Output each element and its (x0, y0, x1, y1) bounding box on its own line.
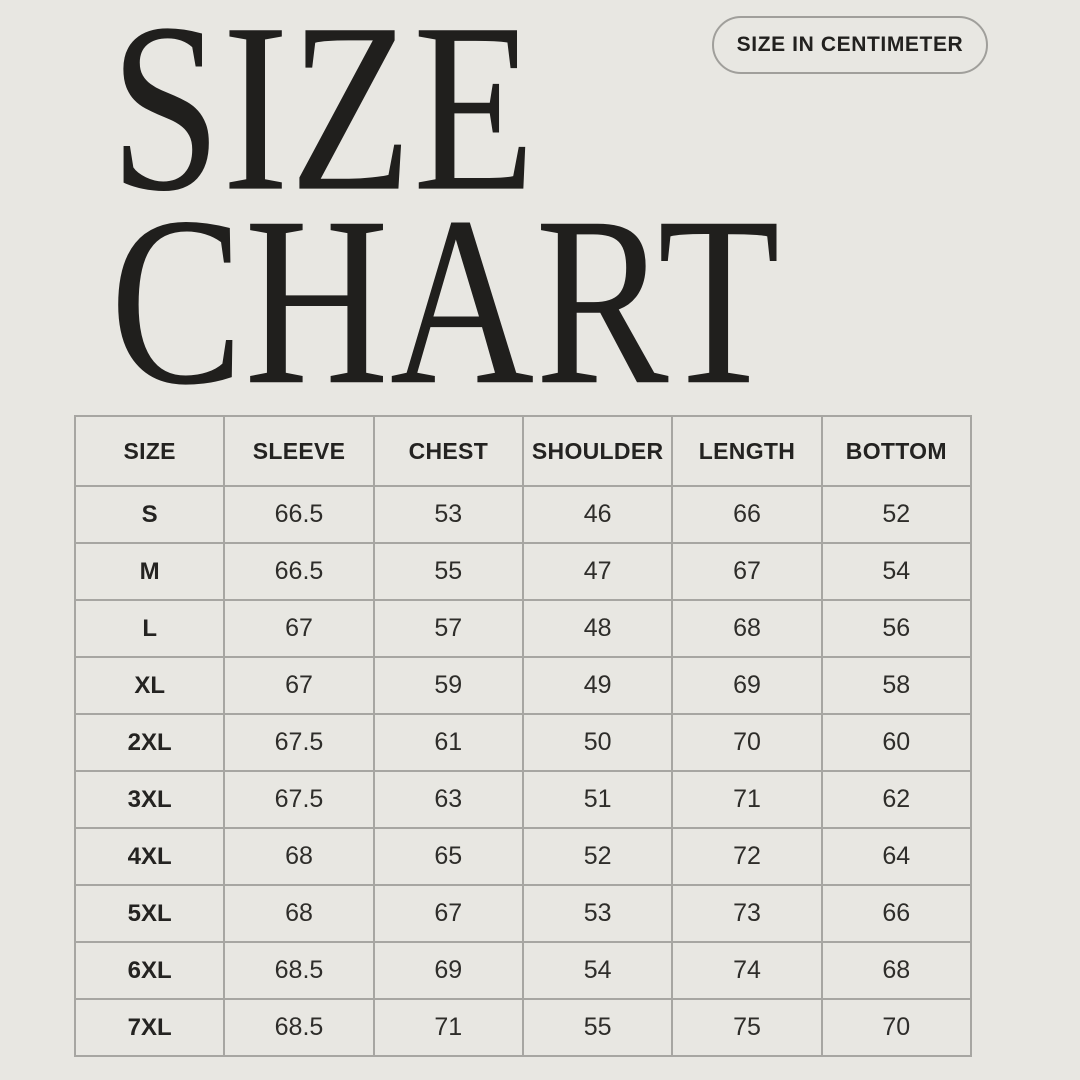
size-table: SIZE SLEEVE CHEST SHOULDER LENGTH BOTTOM… (73, 415, 973, 1057)
size-value-cell: 53 (521, 884, 674, 943)
size-value-cell: 68 (671, 599, 823, 658)
size-value-cell: 46 (521, 485, 674, 544)
size-value-cell: 66 (671, 485, 823, 544)
size-value-cell: 67.5 (223, 713, 375, 772)
size-value-cell: 67 (223, 599, 375, 658)
row-label: 4XL (73, 827, 226, 886)
row-label: 2XL (73, 713, 226, 772)
table-row-xl: XL 67 59 49 69 58 (73, 656, 973, 715)
size-value-cell: 67 (223, 656, 375, 715)
column-header-sleeve: SLEEVE (223, 415, 375, 487)
size-value-cell: 47 (521, 542, 674, 601)
size-value-cell: 69 (671, 656, 823, 715)
page-title-line-1: SIZE (110, 0, 537, 242)
size-value-cell: 59 (372, 656, 524, 715)
table-row-m: M 66.5 55 47 67 54 (73, 542, 973, 601)
size-value-cell: 73 (671, 884, 823, 943)
table-row-6xl: 6XL 68.5 69 54 74 68 (73, 941, 973, 1000)
size-value-cell: 58 (820, 656, 973, 715)
size-value-cell: 60 (820, 713, 973, 772)
unit-badge: SIZE IN CENTIMETER (712, 16, 988, 74)
size-value-cell: 54 (521, 941, 674, 1000)
size-value-cell: 68 (820, 941, 973, 1000)
row-label: M (73, 542, 226, 601)
row-label: S (73, 485, 226, 544)
size-value-cell: 61 (372, 713, 524, 772)
size-value-cell: 72 (671, 827, 823, 886)
size-value-cell: 69 (372, 941, 524, 1000)
size-value-cell: 56 (820, 599, 973, 658)
size-value-cell: 67 (372, 884, 524, 943)
size-value-cell: 66 (820, 884, 973, 943)
size-value-cell: 63 (372, 770, 524, 829)
size-value-cell: 48 (521, 599, 674, 658)
size-value-cell: 55 (372, 542, 524, 601)
size-value-cell: 52 (820, 485, 973, 544)
size-value-cell: 68 (223, 827, 375, 886)
size-value-cell: 51 (521, 770, 674, 829)
size-value-cell: 55 (521, 998, 674, 1057)
row-label: XL (73, 656, 226, 715)
row-label: L (73, 599, 226, 658)
row-label: 7XL (73, 998, 226, 1057)
size-value-cell: 75 (671, 998, 823, 1057)
size-value-cell: 66.5 (223, 485, 375, 544)
size-value-cell: 70 (671, 713, 823, 772)
table-header-row: SIZE SLEEVE CHEST SHOULDER LENGTH BOTTOM (73, 415, 973, 487)
row-label: 3XL (73, 770, 226, 829)
size-value-cell: 71 (372, 998, 524, 1057)
unit-badge-label: SIZE IN CENTIMETER (736, 33, 964, 56)
table-row-l: L 67 57 48 68 56 (73, 599, 973, 658)
size-value-cell: 68.5 (223, 998, 375, 1057)
size-value-cell: 74 (671, 941, 823, 1000)
table-row-7xl: 7XL 68.5 71 55 75 70 (73, 998, 973, 1057)
size-value-cell: 68.5 (223, 941, 375, 1000)
size-value-cell: 53 (372, 485, 524, 544)
size-value-cell: 71 (671, 770, 823, 829)
column-header-length: LENGTH (671, 415, 823, 487)
row-label: 6XL (73, 941, 226, 1000)
table-row-4xl: 4XL 68 65 52 72 64 (73, 827, 973, 886)
column-header-size: SIZE (73, 415, 226, 487)
size-value-cell: 65 (372, 827, 524, 886)
column-header-chest: CHEST (372, 415, 524, 487)
size-value-cell: 52 (521, 827, 674, 886)
size-value-cell: 50 (521, 713, 674, 772)
row-label: 5XL (73, 884, 226, 943)
size-value-cell: 49 (521, 656, 674, 715)
size-value-cell: 67.5 (223, 770, 375, 829)
table-row-5xl: 5XL 68 67 53 73 66 (73, 884, 973, 943)
table-row-2xl: 2XL 67.5 61 50 70 60 (73, 713, 973, 772)
size-value-cell: 66.5 (223, 542, 375, 601)
page-title-line-2: CHART (110, 168, 781, 436)
size-value-cell: 64 (820, 827, 973, 886)
column-header-shoulder: SHOULDER (521, 415, 674, 487)
size-value-cell: 62 (820, 770, 973, 829)
page-title: SIZE CHART (110, 0, 781, 436)
size-value-cell: 70 (820, 998, 973, 1057)
table-row-s: S 66.5 53 46 66 52 (73, 485, 973, 544)
table-row-3xl: 3XL 67.5 63 51 71 62 (73, 770, 973, 829)
size-value-cell: 68 (223, 884, 375, 943)
size-value-cell: 67 (671, 542, 823, 601)
column-header-bottom: BOTTOM (820, 415, 973, 487)
size-value-cell: 54 (820, 542, 973, 601)
size-value-cell: 57 (372, 599, 524, 658)
